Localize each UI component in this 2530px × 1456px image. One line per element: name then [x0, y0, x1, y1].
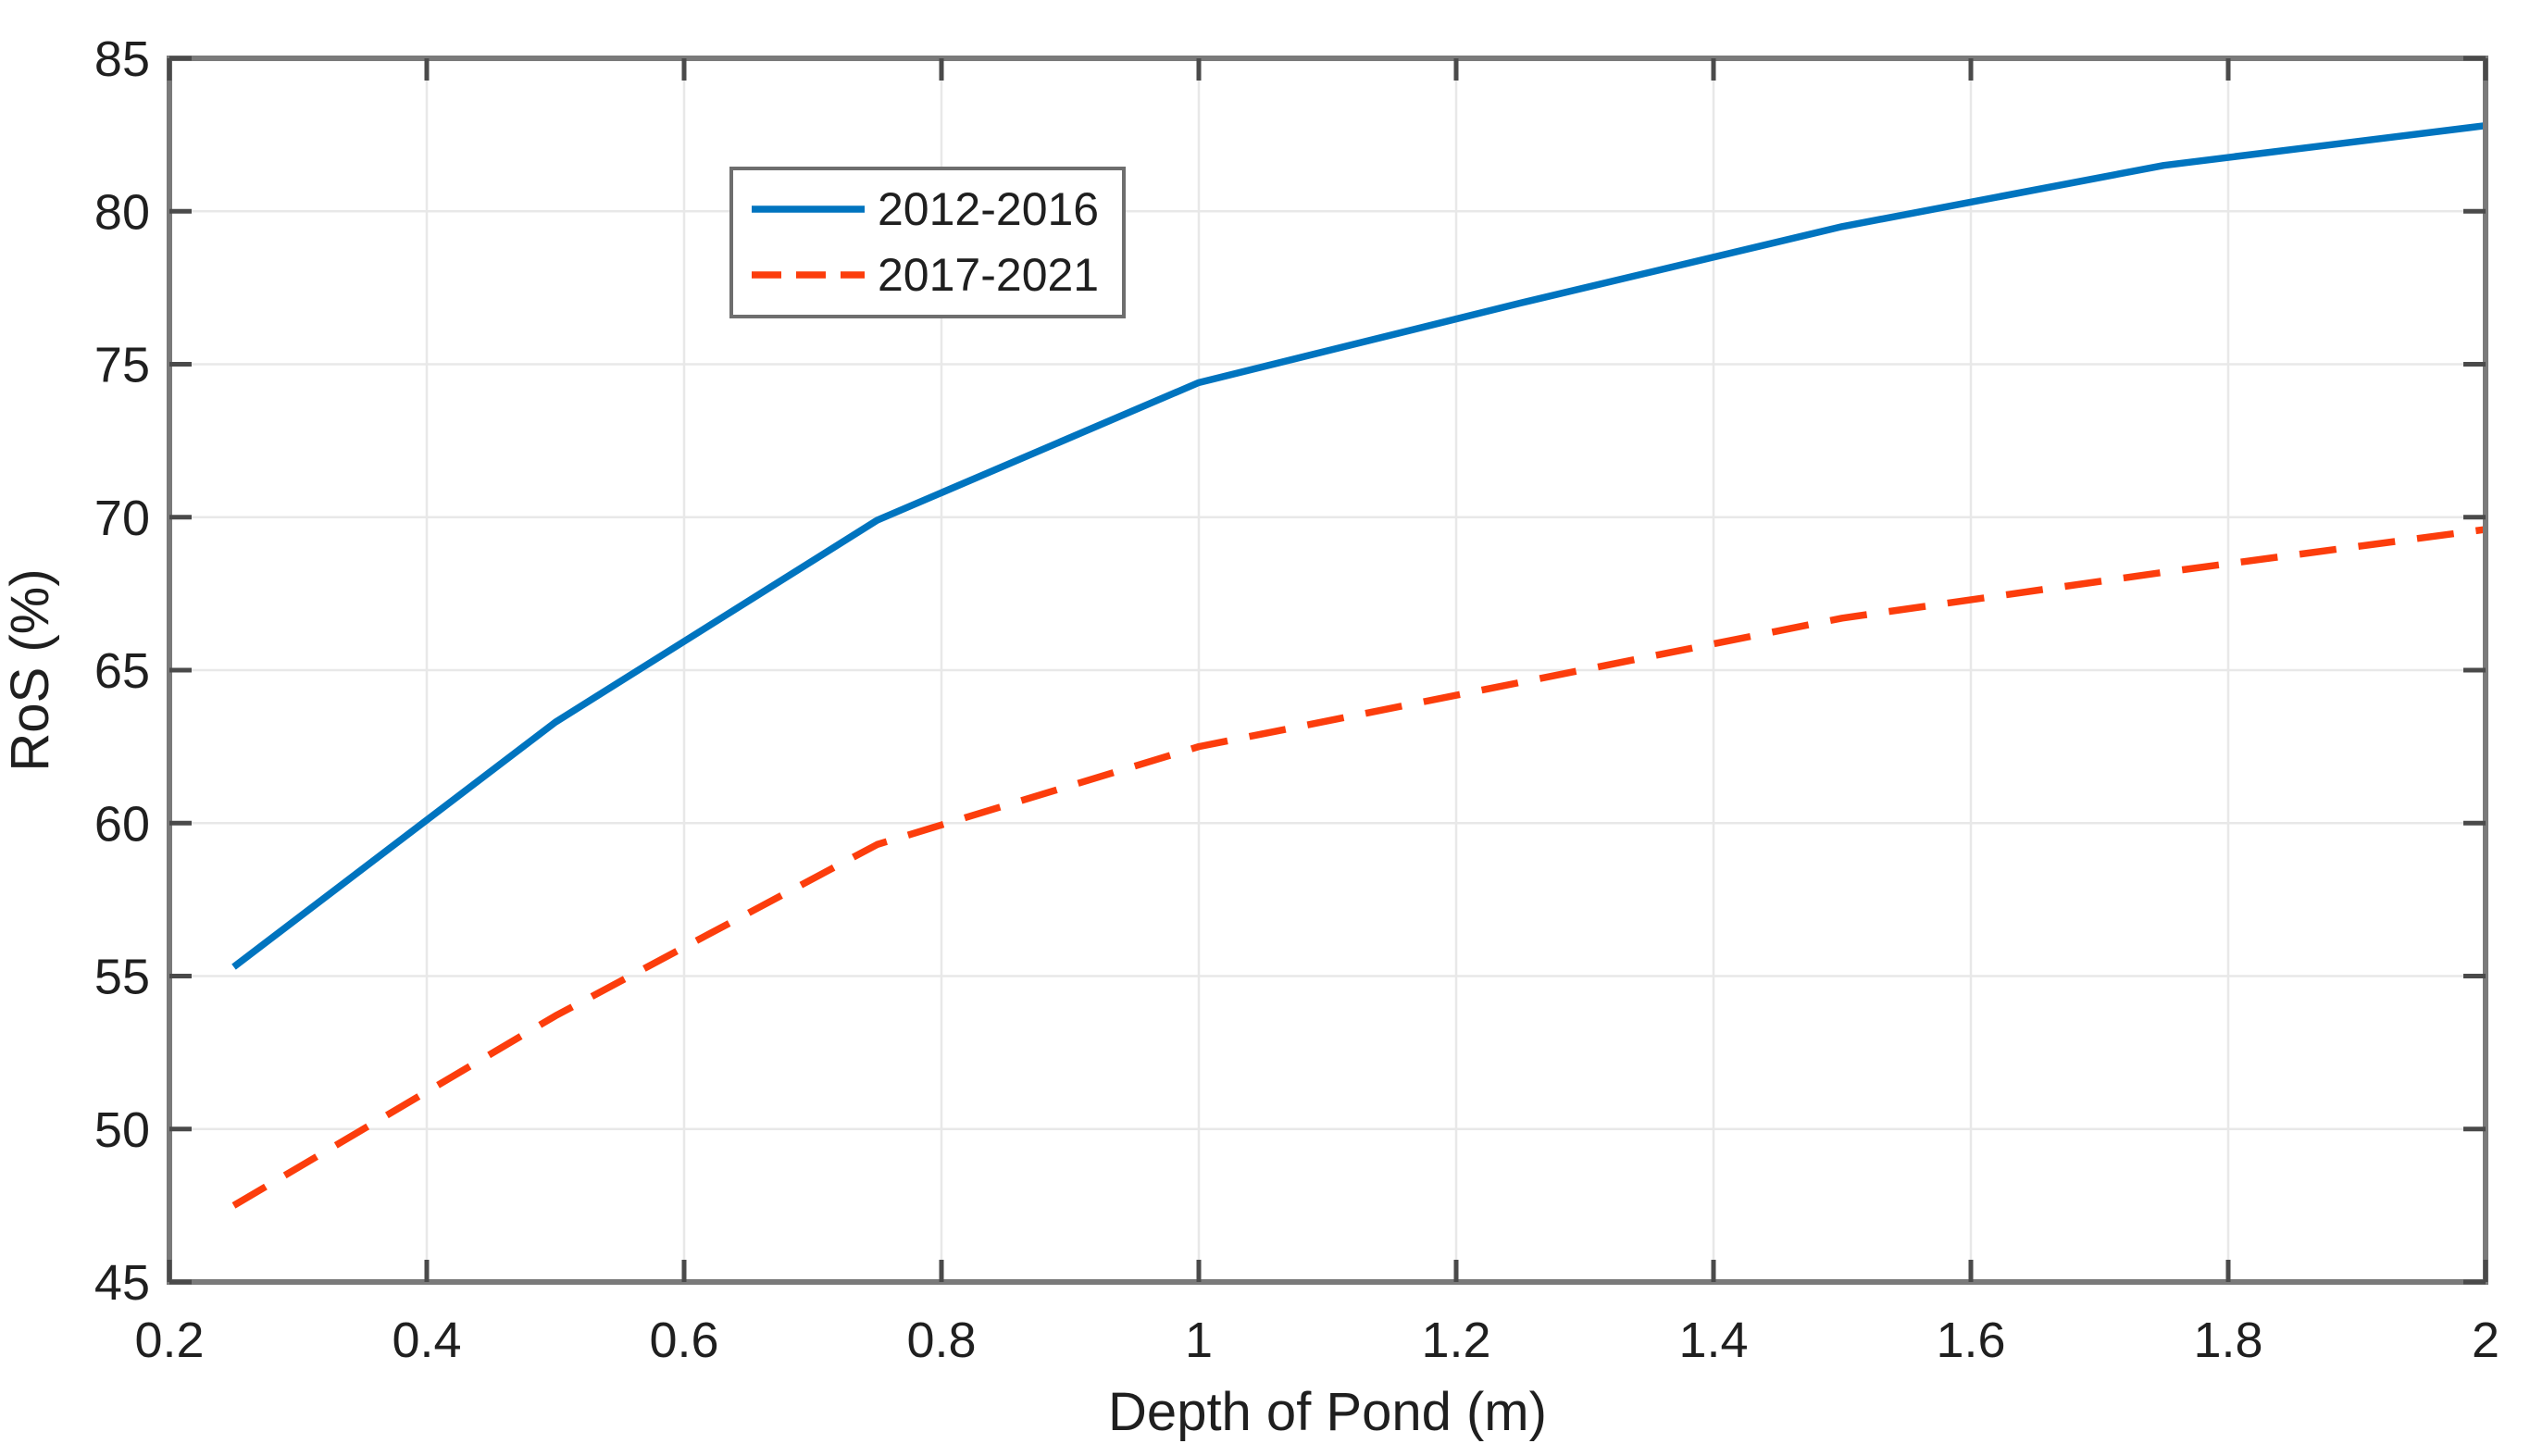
x-tick-label: 0.2: [134, 1313, 204, 1368]
y-tick-label: 50: [94, 1102, 150, 1158]
x-tick-label: 0.6: [649, 1313, 718, 1368]
legend: 2012-2016 2017-2021: [729, 167, 1126, 318]
x-tick-label: 0.4: [392, 1313, 461, 1368]
y-tick-label: 65: [94, 643, 150, 699]
y-axis-label: RoS (%): [0, 568, 60, 771]
x-tick-label: 1.4: [1678, 1313, 1748, 1368]
x-tick-label: 2: [2472, 1313, 2499, 1368]
x-tick-labels: 0.2 0.4 0.6 0.8 1 1.2 1.4 1.6 1.8 2: [134, 1313, 2499, 1368]
x-tick-label: 1.8: [2193, 1313, 2262, 1368]
tick-marks: [167, 56, 2488, 1285]
x-tick-label: 1: [1185, 1313, 1213, 1368]
series-line-2012-2016: [231, 121, 2486, 970]
y-tick-labels: 45 50 55 60 65 70 75 80 85: [94, 31, 150, 1311]
y-tick-label: 45: [94, 1255, 150, 1311]
legend-item-second-series: 2017-2021: [752, 249, 1099, 301]
y-tick-label: 55: [94, 950, 150, 1005]
y-tick-label: 80: [94, 184, 150, 240]
x-axis-label: Depth of Pond (m): [1108, 1382, 1547, 1442]
series-line-2017-2021: [231, 526, 2486, 1209]
data-series: [231, 121, 2486, 1209]
y-tick-label: 70: [94, 491, 150, 546]
legend-label-first-series: 2012-2016: [878, 183, 1099, 235]
legend-label-second-series: 2017-2021: [878, 249, 1099, 301]
y-tick-label: 75: [94, 338, 150, 393]
y-tick-label: 60: [94, 796, 150, 852]
legend-item-first-series: 2012-2016: [752, 183, 1099, 235]
x-tick-label: 1.6: [1936, 1313, 2005, 1368]
x-tick-label: 0.8: [906, 1313, 976, 1368]
y-tick-label: 85: [94, 31, 150, 87]
legend-box: [729, 167, 1126, 318]
x-tick-label: 1.2: [1421, 1313, 1490, 1368]
